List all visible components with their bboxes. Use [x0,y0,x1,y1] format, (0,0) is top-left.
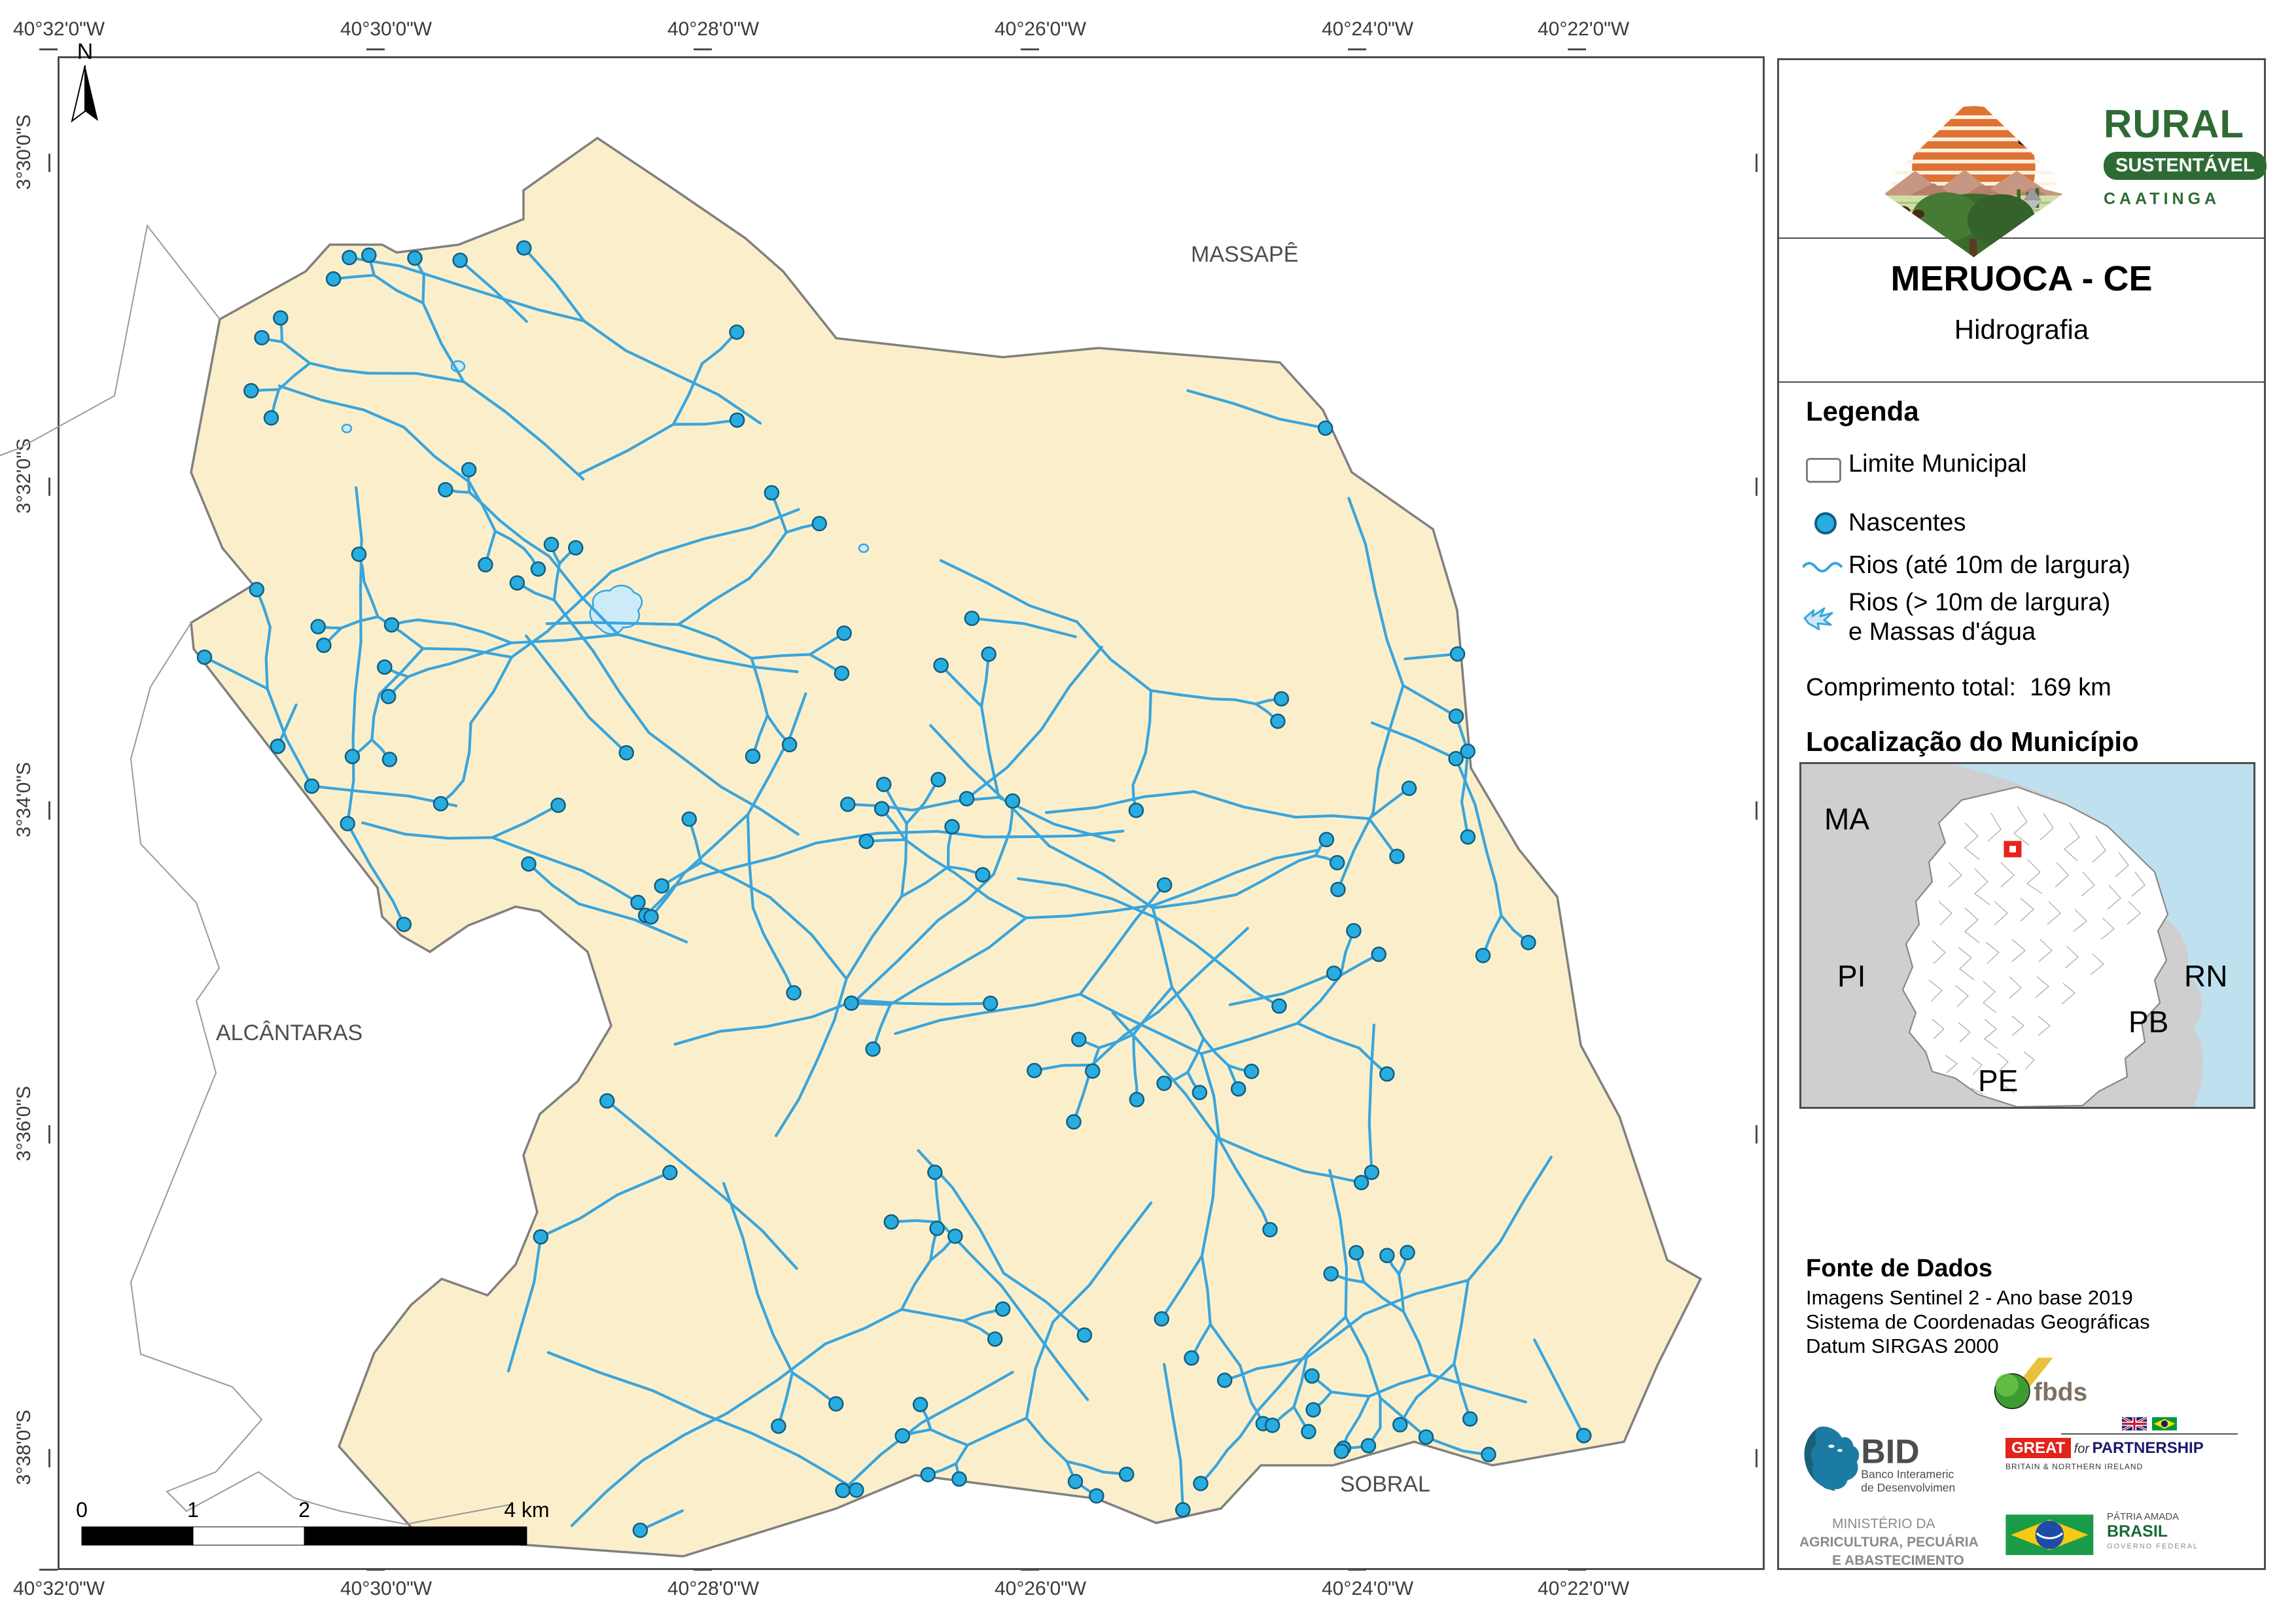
svg-text:PB: PB [2128,1005,2168,1039]
svg-text:de Desenvolvimento: de Desenvolvimento [1861,1481,1954,1494]
svg-text:BID: BID [1861,1433,1919,1471]
svg-text:PE: PE [1978,1064,2018,1098]
svg-text:2: 2 [298,1498,310,1522]
svg-text:fbds: fbds [2034,1378,2087,1406]
svg-text:SOBRAL: SOBRAL [1340,1472,1430,1497]
svg-text:ALCÂNTARAS: ALCÂNTARAS [216,1021,362,1045]
svg-text:Banco Interamericano: Banco Interamericano [1861,1467,1954,1480]
svg-text:PI: PI [1837,959,1865,993]
svg-text:N: N [77,39,94,64]
svg-text:4 km: 4 km [504,1498,549,1522]
svg-text:1: 1 [187,1498,199,1522]
svg-text:RN: RN [2184,959,2227,993]
svg-text:0: 0 [76,1498,88,1522]
svg-text:MA: MA [1824,802,1869,836]
svg-text:MASSAPÊ: MASSAPÊ [1191,242,1298,267]
